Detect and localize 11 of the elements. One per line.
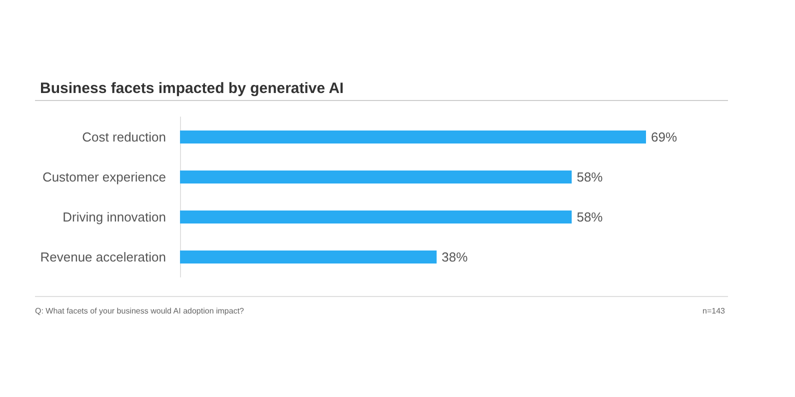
y-tick-label: Revenue acceleration — [40, 250, 166, 264]
data-label: 69% — [651, 130, 678, 144]
text: Q: What facets of your business would AI adoption impact? — [35, 306, 245, 316]
y-tick-label: Driving innovation — [62, 210, 166, 224]
y-tick-label: Cost reduction — [82, 130, 166, 144]
data-label: 58% — [576, 170, 604, 184]
y-tick-label: Customer experience — [42, 170, 166, 184]
text: n=143 — [702, 306, 726, 316]
data-label: 38% — [442, 250, 468, 264]
data-label: 58% — [576, 210, 604, 224]
chart-title: Business facets impacted by generative AI — [40, 80, 344, 97]
